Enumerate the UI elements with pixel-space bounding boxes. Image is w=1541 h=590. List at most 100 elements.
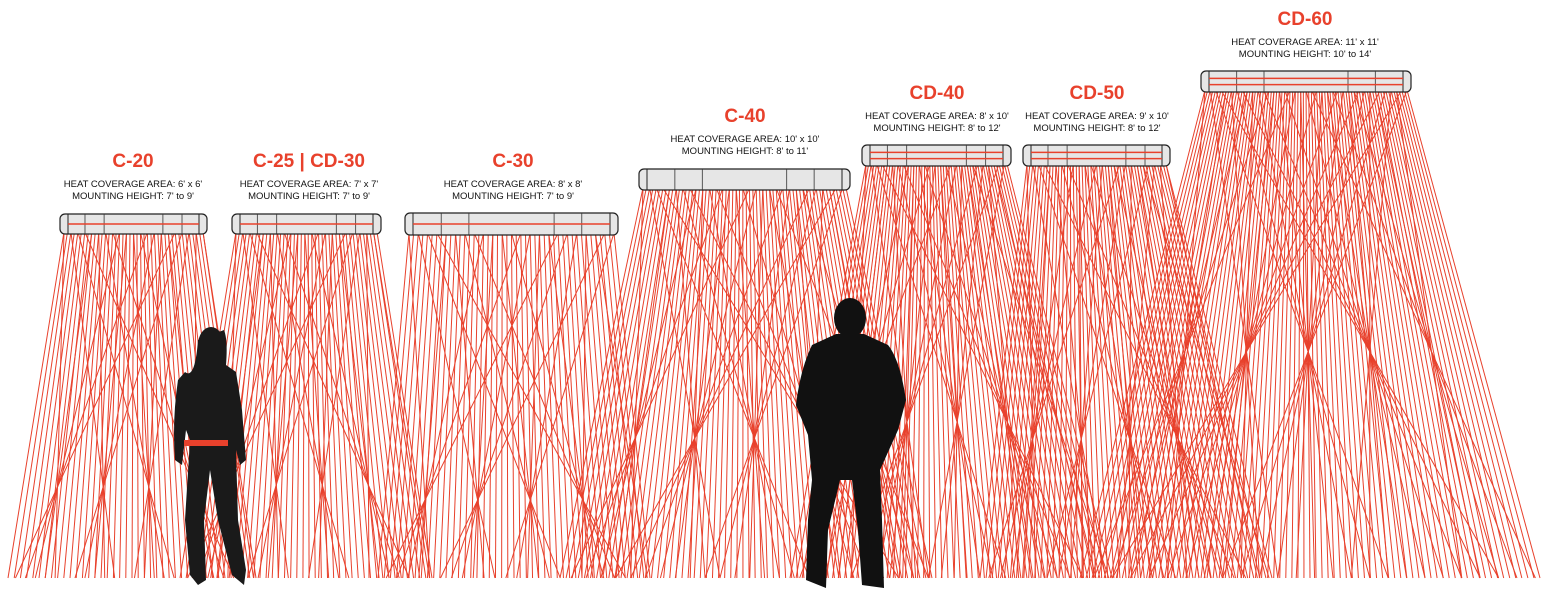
- ray: [881, 163, 1084, 579]
- ray: [585, 232, 614, 579]
- ray: [1003, 163, 1040, 579]
- ray: [366, 231, 415, 579]
- ray: [1052, 163, 1063, 579]
- ray: [596, 187, 664, 579]
- ray: [998, 163, 1095, 579]
- ray: [583, 187, 657, 579]
- ray: [1109, 89, 1219, 579]
- ray: [1342, 89, 1396, 579]
- ray: [589, 187, 661, 579]
- ray: [247, 231, 275, 579]
- ray: [1003, 163, 1107, 579]
- ray: [324, 231, 341, 579]
- ray: [918, 163, 981, 579]
- ray: [1111, 89, 1270, 579]
- ray: [136, 231, 139, 579]
- ray: [1284, 89, 1444, 579]
- ray: [417, 232, 496, 579]
- ray: [321, 231, 335, 579]
- ray: [1046, 163, 1150, 579]
- ray: [1026, 163, 1036, 579]
- coverage-area: HEAT COVERAGE AREA: 10' x 10': [671, 134, 820, 145]
- ray: [457, 232, 471, 579]
- ray: [945, 163, 973, 579]
- coverage-area: HEAT COVERAGE AREA: 11' x 11': [1231, 37, 1379, 48]
- ray: [257, 231, 326, 579]
- ray: [1258, 89, 1365, 579]
- ray: [426, 232, 447, 579]
- ray: [947, 163, 979, 579]
- ray: [917, 163, 923, 579]
- mounting-height: MOUNTING HEIGHT: 10' to 14': [1239, 49, 1372, 60]
- ray: [63, 231, 96, 579]
- ray: [1337, 89, 1384, 579]
- mounting-height: MOUNTING HEIGHT: 7' to 9': [248, 191, 370, 202]
- ray: [408, 232, 433, 579]
- ray: [74, 231, 183, 579]
- ray: [253, 231, 278, 579]
- ray: [1153, 163, 1249, 579]
- ray: [1302, 89, 1305, 579]
- ray: [408, 232, 431, 579]
- ray: [958, 163, 1004, 579]
- ray: [1185, 89, 1318, 579]
- ray: [1028, 163, 1051, 579]
- ray: [1111, 89, 1403, 579]
- ray: [1148, 89, 1360, 579]
- ray: [538, 232, 552, 579]
- ray: [687, 187, 714, 579]
- ray: [277, 231, 292, 579]
- ray: [1159, 163, 1261, 579]
- ray: [613, 232, 651, 579]
- ray: [283, 231, 400, 579]
- ray: [1084, 163, 1153, 579]
- ray: [1023, 163, 1051, 579]
- ray: [396, 232, 522, 579]
- ray: [663, 187, 701, 579]
- ray: [566, 232, 589, 579]
- ray: [1267, 89, 1288, 579]
- ray: [464, 232, 475, 579]
- ray: [150, 231, 164, 579]
- ray: [681, 187, 711, 579]
- ray: [1101, 163, 1139, 579]
- ray: [1382, 89, 1487, 579]
- ray: [1022, 163, 1048, 579]
- ray: [999, 163, 1097, 579]
- ray: [1326, 89, 1408, 579]
- ray: [433, 232, 452, 579]
- ray: [383, 232, 415, 579]
- ray: [1145, 163, 1230, 579]
- ray: [1313, 89, 1329, 579]
- ray: [1390, 89, 1505, 579]
- ray: [461, 232, 531, 579]
- ray: [296, 231, 302, 579]
- ray: [745, 187, 750, 579]
- ray: [961, 163, 1010, 579]
- ray: [950, 163, 985, 579]
- ray: [752, 187, 762, 579]
- ray: [407, 232, 485, 579]
- ray: [971, 163, 1034, 579]
- ray: [734, 187, 790, 579]
- ray: [1406, 89, 1541, 579]
- ray: [1348, 89, 1389, 579]
- ray: [157, 231, 176, 579]
- ray: [1374, 89, 1468, 579]
- ray: [328, 231, 347, 579]
- ray: [1121, 89, 1225, 579]
- ray: [501, 232, 539, 579]
- ray: [32, 231, 79, 579]
- ray: [1356, 89, 1426, 579]
- ray: [953, 163, 963, 579]
- ray: [1353, 89, 1420, 579]
- ray: [34, 231, 121, 579]
- ray: [657, 187, 697, 579]
- ray: [1361, 89, 1438, 579]
- ray: [1371, 89, 1462, 579]
- ray: [709, 187, 780, 579]
- ray: [440, 232, 606, 579]
- ray: [1090, 163, 1115, 579]
- ray: [571, 232, 595, 579]
- ray: [1310, 89, 1323, 579]
